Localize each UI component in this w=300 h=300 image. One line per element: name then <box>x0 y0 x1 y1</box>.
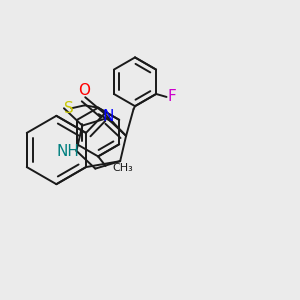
Text: CH₃: CH₃ <box>112 163 133 173</box>
Text: F: F <box>167 89 176 104</box>
Text: O: O <box>78 83 90 98</box>
Text: N: N <box>103 109 114 124</box>
Text: S: S <box>64 101 74 116</box>
Text: NH: NH <box>57 144 80 159</box>
